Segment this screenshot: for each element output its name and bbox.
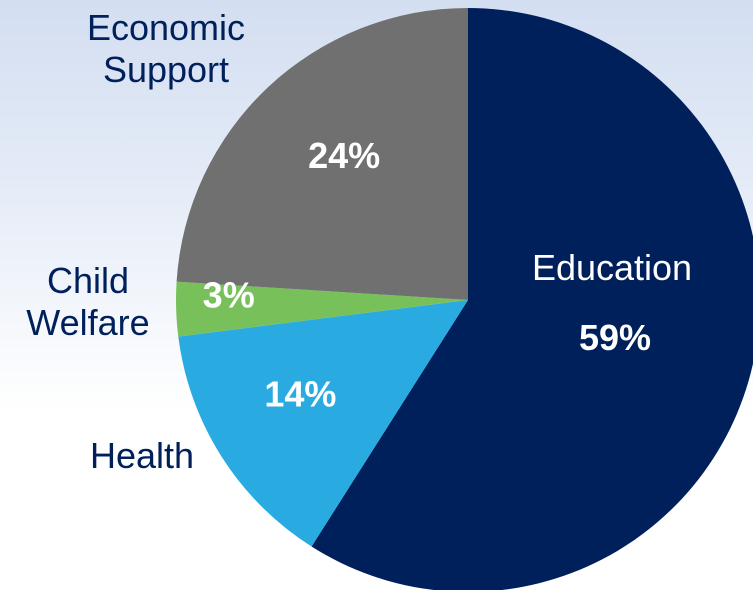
pie-slice-economic-support xyxy=(176,8,468,300)
category-label-line: Health xyxy=(90,435,194,476)
pie-slice-education xyxy=(311,8,753,590)
category-label-line: Welfare xyxy=(26,302,149,343)
category-label-education: Education xyxy=(532,247,692,288)
pie-slice-health xyxy=(178,300,469,547)
data-label-child-welfare: 3% xyxy=(203,275,255,316)
category-label-economic-support: Economic Support xyxy=(87,7,245,90)
pie-slice-child-welfare xyxy=(176,281,469,337)
category-label-health: Health xyxy=(90,435,194,476)
category-label-line: Support xyxy=(103,49,229,90)
data-label-health: 14% xyxy=(264,373,336,414)
data-label-economic-support: 24% xyxy=(308,135,380,176)
category-label-line: Education xyxy=(532,247,692,288)
category-label-line: Economic xyxy=(87,7,245,48)
data-label-education: 59% xyxy=(579,317,651,358)
category-label-line: Child xyxy=(47,260,129,301)
category-label-child-welfare: Child Welfare xyxy=(26,260,149,343)
